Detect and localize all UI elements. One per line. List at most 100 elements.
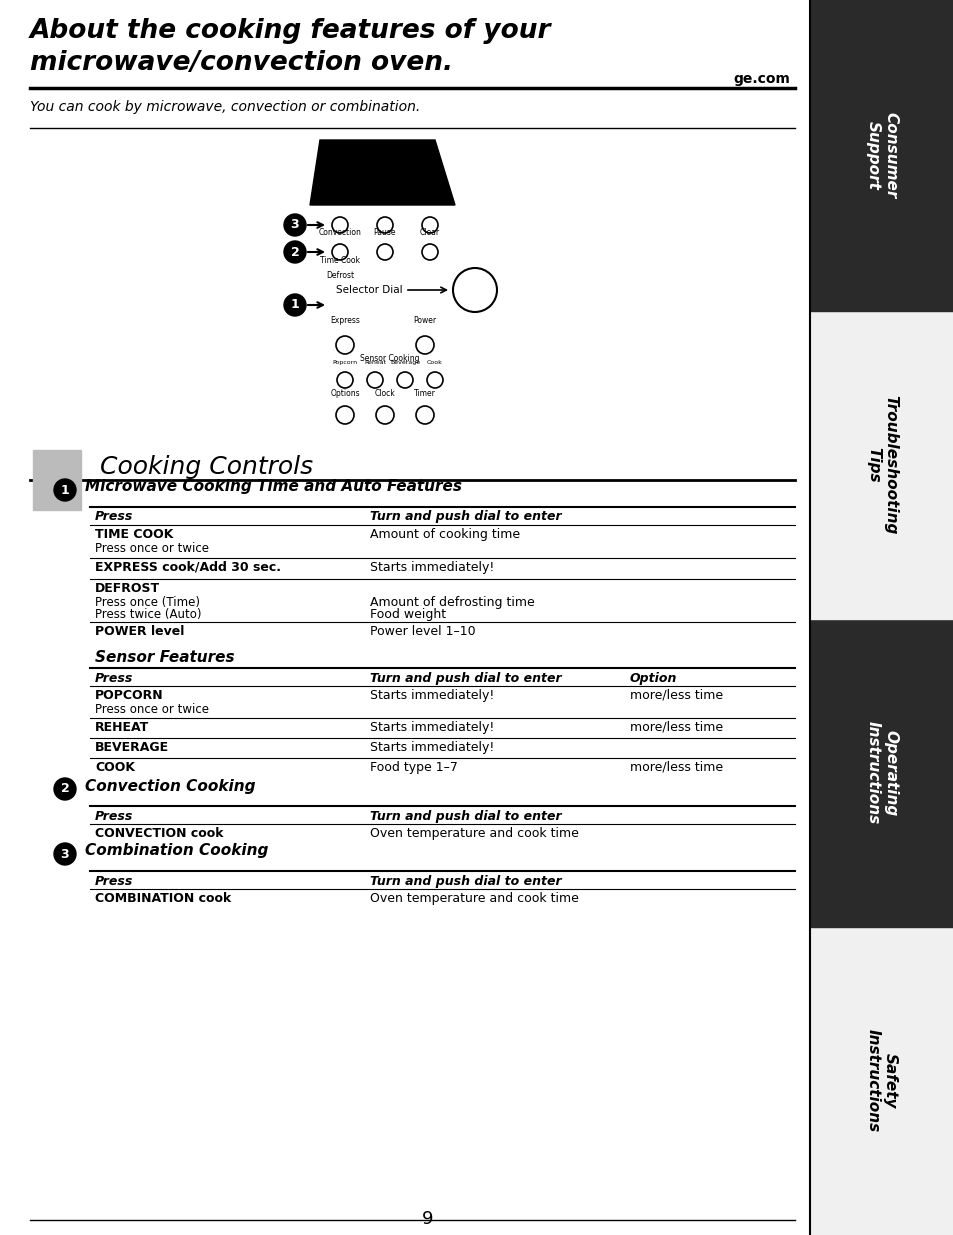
Text: Press twice (Auto): Press twice (Auto) (95, 608, 201, 621)
Circle shape (416, 336, 434, 354)
Bar (33, 450, 81, 510)
Circle shape (453, 268, 497, 312)
Text: Safety
Instructions: Safety Instructions (865, 1030, 898, 1132)
Bar (809, 619, 953, 927)
Text: Time Cook: Time Cook (319, 256, 359, 266)
Text: Popcorn: Popcorn (332, 359, 357, 366)
Text: Power: Power (413, 316, 436, 325)
Text: Amount of defrosting time: Amount of defrosting time (370, 597, 535, 609)
Text: Press: Press (95, 672, 133, 685)
Circle shape (284, 241, 306, 263)
Text: 9: 9 (421, 1210, 433, 1228)
Text: Turn and push dial to enter: Turn and push dial to enter (370, 510, 561, 522)
Text: Sensor Features: Sensor Features (95, 650, 234, 664)
Circle shape (416, 406, 434, 424)
Text: Amount of cooking time: Amount of cooking time (370, 529, 519, 541)
Text: Press once (Time): Press once (Time) (95, 597, 200, 609)
Text: ge.com: ge.com (732, 72, 789, 86)
Text: Options: Options (330, 389, 359, 398)
Text: CONVECTION cook: CONVECTION cook (95, 827, 223, 840)
Text: COMBINATION cook: COMBINATION cook (95, 892, 231, 905)
Text: Starts immediately!: Starts immediately! (370, 561, 494, 574)
Circle shape (284, 214, 306, 236)
Circle shape (376, 217, 393, 233)
Text: Microwave Cooking Time and Auto Features: Microwave Cooking Time and Auto Features (85, 479, 461, 494)
Text: more/less time: more/less time (629, 761, 722, 774)
Text: Operating
Instructions: Operating Instructions (865, 721, 898, 825)
Circle shape (421, 217, 437, 233)
Text: Convection Cooking: Convection Cooking (85, 778, 255, 794)
Text: TIME COOK: TIME COOK (95, 529, 173, 541)
Circle shape (421, 245, 437, 261)
Text: 3: 3 (61, 847, 70, 861)
Circle shape (396, 372, 413, 388)
Text: Clock: Clock (375, 389, 395, 398)
Text: POPCORN: POPCORN (95, 689, 164, 701)
Text: Troubleshooting
Tips: Troubleshooting Tips (865, 395, 898, 535)
Text: more/less time: more/less time (629, 689, 722, 701)
Text: About the cooking features of your: About the cooking features of your (30, 19, 551, 44)
Text: Press: Press (95, 810, 133, 823)
Circle shape (332, 245, 348, 261)
Text: Starts immediately!: Starts immediately! (370, 721, 494, 734)
Text: Sensor Cooking: Sensor Cooking (360, 354, 419, 363)
Text: Combination: Combination (315, 198, 364, 207)
Text: Option: Option (629, 672, 677, 685)
Text: Starts immediately!: Starts immediately! (370, 741, 494, 755)
Circle shape (332, 217, 348, 233)
Text: Timer: Timer (414, 389, 436, 398)
Text: Selector Dial: Selector Dial (336, 285, 402, 295)
Text: Express: Express (330, 316, 359, 325)
Text: EXPRESS cook/Add 30 sec.: EXPRESS cook/Add 30 sec. (95, 561, 281, 574)
Text: Reheat: Reheat (363, 359, 386, 366)
Text: Turn and push dial to enter: Turn and push dial to enter (370, 810, 561, 823)
Bar (809, 0, 953, 1235)
Text: Clear: Clear (419, 228, 439, 237)
Circle shape (336, 372, 353, 388)
Text: 1: 1 (291, 299, 299, 311)
Text: 1: 1 (61, 483, 70, 496)
Text: Off: Off (424, 198, 436, 207)
Text: Convection: Convection (318, 228, 361, 237)
Text: Turn and push dial to enter: Turn and push dial to enter (370, 672, 561, 685)
Text: 2: 2 (291, 246, 299, 258)
Text: Defrost: Defrost (326, 270, 354, 280)
Text: Oven temperature and cook time: Oven temperature and cook time (370, 892, 578, 905)
Text: 3: 3 (291, 219, 299, 231)
Text: Press once or twice: Press once or twice (95, 703, 209, 716)
Text: Food weight: Food weight (370, 608, 446, 621)
Text: Press: Press (95, 876, 133, 888)
Text: Start: Start (375, 198, 395, 207)
Text: Combination Cooking: Combination Cooking (85, 844, 268, 858)
Text: 2: 2 (61, 783, 70, 795)
Text: Beverage: Beverage (390, 359, 419, 366)
Text: Pause: Pause (374, 228, 395, 237)
Text: more/less time: more/less time (629, 721, 722, 734)
Text: Turn and push dial to enter: Turn and push dial to enter (370, 876, 561, 888)
Text: You can cook by microwave, convection or combination.: You can cook by microwave, convection or… (30, 100, 420, 114)
Circle shape (54, 479, 76, 501)
Text: Press: Press (95, 510, 133, 522)
Circle shape (335, 336, 354, 354)
Text: Consumer
Support: Consumer Support (865, 112, 898, 199)
Text: Press once or twice: Press once or twice (95, 542, 209, 555)
Bar (809, 0, 953, 311)
Bar (809, 927, 953, 1235)
Circle shape (375, 406, 394, 424)
Circle shape (376, 245, 393, 261)
Text: COOK: COOK (95, 761, 135, 774)
Text: microwave/convection oven.: microwave/convection oven. (30, 49, 453, 77)
Text: Oven temperature and cook time: Oven temperature and cook time (370, 827, 578, 840)
Text: BEVERAGE: BEVERAGE (95, 741, 169, 755)
Circle shape (284, 294, 306, 316)
Text: POWER level: POWER level (95, 625, 184, 638)
Circle shape (54, 778, 76, 800)
Text: Cook: Cook (427, 359, 442, 366)
Polygon shape (310, 140, 455, 205)
Circle shape (427, 372, 442, 388)
Text: Power level 1–10: Power level 1–10 (370, 625, 476, 638)
Text: REHEAT: REHEAT (95, 721, 149, 734)
Circle shape (54, 844, 76, 864)
Text: Food type 1–7: Food type 1–7 (370, 761, 457, 774)
Text: Cooking Controls: Cooking Controls (100, 454, 313, 479)
